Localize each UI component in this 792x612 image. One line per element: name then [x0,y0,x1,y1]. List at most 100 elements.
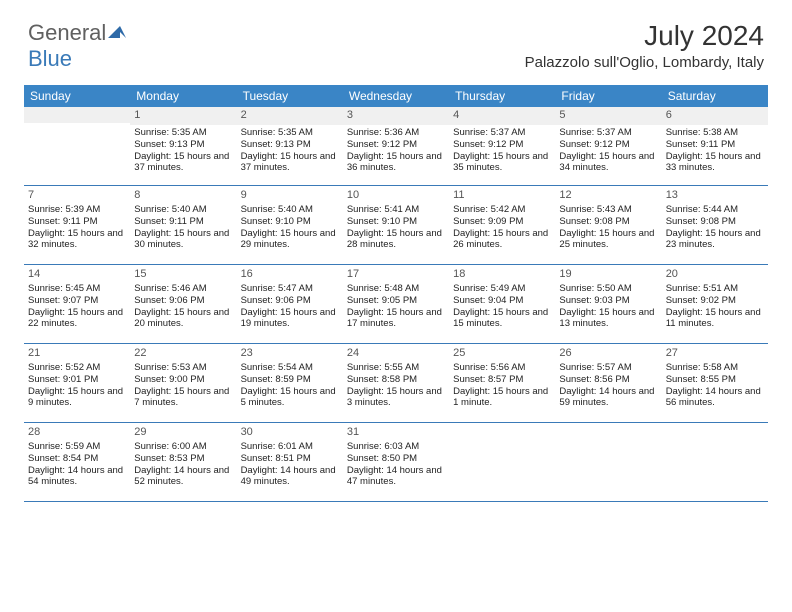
daylight-text: Daylight: 14 hours and 49 minutes. [241,465,339,489]
day-cell: 21Sunrise: 5:52 AMSunset: 9:01 PMDayligh… [24,344,130,422]
day-info: Sunrise: 6:01 AMSunset: 8:51 PMDaylight:… [241,441,339,489]
sunset-text: Sunset: 9:02 PM [666,295,764,307]
weekday-header: Sunday [24,85,130,107]
daylight-text: Daylight: 15 hours and 28 minutes. [347,228,445,252]
day-info: Sunrise: 5:36 AMSunset: 9:12 PMDaylight:… [347,127,445,175]
weekday-header: Wednesday [343,85,449,107]
day-cell: 10Sunrise: 5:41 AMSunset: 9:10 PMDayligh… [343,186,449,264]
sunset-text: Sunset: 9:12 PM [347,139,445,151]
day-number: 28 [28,426,126,440]
day-info: Sunrise: 5:50 AMSunset: 9:03 PMDaylight:… [559,283,657,331]
title-block: July 2024 Palazzolo sull'Oglio, Lombardy… [525,20,764,71]
sunset-text: Sunset: 8:50 PM [347,453,445,465]
day-cell [662,423,768,501]
day-cell: 9Sunrise: 5:40 AMSunset: 9:10 PMDaylight… [237,186,343,264]
weekday-header-row: Sunday Monday Tuesday Wednesday Thursday… [24,85,768,107]
logo-text-general: General [28,20,106,46]
day-cell: 6Sunrise: 5:38 AMSunset: 9:11 PMDaylight… [662,107,768,185]
day-info: Sunrise: 5:53 AMSunset: 9:00 PMDaylight:… [134,362,232,410]
daylight-text: Daylight: 15 hours and 30 minutes. [134,228,232,252]
day-info: Sunrise: 5:41 AMSunset: 9:10 PMDaylight:… [347,204,445,252]
daylight-text: Daylight: 14 hours and 56 minutes. [666,386,764,410]
day-cell: 28Sunrise: 5:59 AMSunset: 8:54 PMDayligh… [24,423,130,501]
sunset-text: Sunset: 9:01 PM [28,374,126,386]
sunset-text: Sunset: 8:55 PM [666,374,764,386]
day-number: 15 [134,268,232,282]
daylight-text: Daylight: 15 hours and 11 minutes. [666,307,764,331]
day-number: 25 [453,347,551,361]
sunrise-text: Sunrise: 5:40 AM [134,204,232,216]
sunrise-text: Sunrise: 5:56 AM [453,362,551,374]
day-number: 26 [559,347,657,361]
sunrise-text: Sunrise: 5:53 AM [134,362,232,374]
daylight-text: Daylight: 15 hours and 3 minutes. [347,386,445,410]
sunset-text: Sunset: 9:04 PM [453,295,551,307]
sunrise-text: Sunrise: 5:38 AM [666,127,764,139]
day-info: Sunrise: 5:44 AMSunset: 9:08 PMDaylight:… [666,204,764,252]
day-cell: 13Sunrise: 5:44 AMSunset: 9:08 PMDayligh… [662,186,768,264]
sunset-text: Sunset: 8:54 PM [28,453,126,465]
daylight-text: Daylight: 15 hours and 22 minutes. [28,307,126,331]
day-cell: 29Sunrise: 6:00 AMSunset: 8:53 PMDayligh… [130,423,236,501]
day-number: 12 [559,189,657,203]
sunrise-text: Sunrise: 5:57 AM [559,362,657,374]
sunset-text: Sunset: 9:12 PM [453,139,551,151]
day-cell [555,423,661,501]
day-number: 3 [347,109,445,123]
weekday-header: Tuesday [237,85,343,107]
sunrise-text: Sunrise: 5:54 AM [241,362,339,374]
day-info: Sunrise: 5:49 AMSunset: 9:04 PMDaylight:… [453,283,551,331]
sunrise-text: Sunrise: 5:40 AM [241,204,339,216]
day-cell: 18Sunrise: 5:49 AMSunset: 9:04 PMDayligh… [449,265,555,343]
day-cell: 11Sunrise: 5:42 AMSunset: 9:09 PMDayligh… [449,186,555,264]
sunset-text: Sunset: 9:12 PM [559,139,657,151]
day-info: Sunrise: 5:37 AMSunset: 9:12 PMDaylight:… [453,127,551,175]
empty-day-strip [24,107,130,123]
day-info: Sunrise: 5:40 AMSunset: 9:11 PMDaylight:… [134,204,232,252]
daylight-text: Daylight: 15 hours and 32 minutes. [28,228,126,252]
daylight-text: Daylight: 15 hours and 36 minutes. [347,151,445,175]
day-info: Sunrise: 5:56 AMSunset: 8:57 PMDaylight:… [453,362,551,410]
daylight-text: Daylight: 15 hours and 9 minutes. [28,386,126,410]
sunset-text: Sunset: 9:06 PM [134,295,232,307]
day-cell: 26Sunrise: 5:57 AMSunset: 8:56 PMDayligh… [555,344,661,422]
day-cell: 20Sunrise: 5:51 AMSunset: 9:02 PMDayligh… [662,265,768,343]
day-cell: 2Sunrise: 5:35 AMSunset: 9:13 PMDaylight… [237,107,343,185]
sunrise-text: Sunrise: 5:58 AM [666,362,764,374]
day-number: 4 [453,109,551,123]
day-number: 21 [28,347,126,361]
daylight-text: Daylight: 14 hours and 54 minutes. [28,465,126,489]
daylight-text: Daylight: 15 hours and 7 minutes. [134,386,232,410]
day-info: Sunrise: 5:54 AMSunset: 8:59 PMDaylight:… [241,362,339,410]
day-info: Sunrise: 5:55 AMSunset: 8:58 PMDaylight:… [347,362,445,410]
day-cell: 7Sunrise: 5:39 AMSunset: 9:11 PMDaylight… [24,186,130,264]
sunset-text: Sunset: 9:11 PM [666,139,764,151]
day-cell: 8Sunrise: 5:40 AMSunset: 9:11 PMDaylight… [130,186,236,264]
day-cell: 23Sunrise: 5:54 AMSunset: 8:59 PMDayligh… [237,344,343,422]
week-row: 28Sunrise: 5:59 AMSunset: 8:54 PMDayligh… [24,423,768,502]
sunrise-text: Sunrise: 5:48 AM [347,283,445,295]
day-info: Sunrise: 5:45 AMSunset: 9:07 PMDaylight:… [28,283,126,331]
day-info: Sunrise: 5:35 AMSunset: 9:13 PMDaylight:… [241,127,339,175]
sunrise-text: Sunrise: 5:37 AM [453,127,551,139]
sunset-text: Sunset: 9:07 PM [28,295,126,307]
day-number: 6 [666,109,764,123]
sunset-text: Sunset: 9:00 PM [134,374,232,386]
day-number: 17 [347,268,445,282]
day-info: Sunrise: 6:00 AMSunset: 8:53 PMDaylight:… [134,441,232,489]
day-cell: 27Sunrise: 5:58 AMSunset: 8:55 PMDayligh… [662,344,768,422]
sunrise-text: Sunrise: 5:37 AM [559,127,657,139]
day-info: Sunrise: 5:35 AMSunset: 9:13 PMDaylight:… [134,127,232,175]
day-number: 20 [666,268,764,282]
sunset-text: Sunset: 8:57 PM [453,374,551,386]
daylight-text: Daylight: 15 hours and 17 minutes. [347,307,445,331]
location: Palazzolo sull'Oglio, Lombardy, Italy [525,54,764,71]
weekday-header: Thursday [449,85,555,107]
day-number: 24 [347,347,445,361]
weekday-header: Monday [130,85,236,107]
day-info: Sunrise: 5:39 AMSunset: 9:11 PMDaylight:… [28,204,126,252]
sunrise-text: Sunrise: 5:41 AM [347,204,445,216]
sunrise-text: Sunrise: 5:47 AM [241,283,339,295]
sunrise-text: Sunrise: 5:45 AM [28,283,126,295]
day-cell [24,107,130,185]
